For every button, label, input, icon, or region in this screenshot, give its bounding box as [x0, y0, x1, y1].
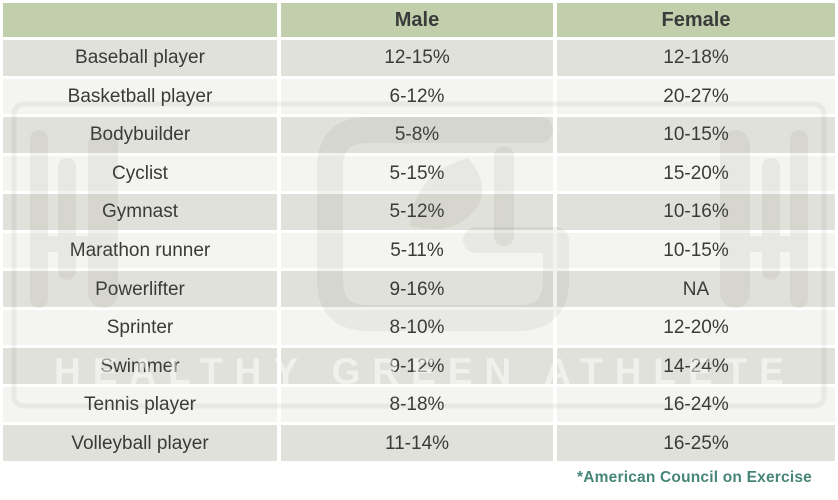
- body-fat-table: Male Female Baseball player 12-15% 12-18…: [3, 3, 835, 462]
- female-value: 10-15%: [557, 232, 835, 269]
- row-label: Cyclist: [3, 155, 277, 192]
- male-value: 5-12%: [281, 194, 553, 230]
- row-label: Tennis player: [3, 386, 277, 423]
- male-value: 11-14%: [281, 425, 553, 462]
- header-cell-female: Female: [557, 3, 835, 37]
- male-value: 9-12%: [281, 348, 553, 384]
- row-label: Gymnast: [3, 194, 277, 230]
- male-value: 5-15%: [281, 155, 553, 192]
- table-row: Bodybuilder 5-8% 10-15%: [3, 117, 835, 153]
- female-value: 12-20%: [557, 309, 835, 346]
- female-value: 16-25%: [557, 425, 835, 462]
- female-value: 10-15%: [557, 117, 835, 153]
- table-header-row: Male Female: [3, 3, 835, 37]
- female-value: 14-24%: [557, 348, 835, 384]
- row-label: Powerlifter: [3, 271, 277, 307]
- male-value: 12-15%: [281, 40, 553, 76]
- header-cell-male: Male: [281, 3, 553, 37]
- female-value: 10-16%: [557, 194, 835, 230]
- row-label: Swimmer: [3, 348, 277, 384]
- male-value: 8-10%: [281, 309, 553, 346]
- female-value: 12-18%: [557, 40, 835, 76]
- row-label: Basketball player: [3, 78, 277, 115]
- table-row: Tennis player 8-18% 16-24%: [3, 386, 835, 423]
- table-row: Cyclist 5-15% 15-20%: [3, 155, 835, 192]
- female-value: 20-27%: [557, 78, 835, 115]
- female-value: NA: [557, 271, 835, 307]
- table-row: Basketball player 6-12% 20-27%: [3, 78, 835, 115]
- table-row: Volleyball player 11-14% 16-25%: [3, 425, 835, 462]
- male-value: 9-16%: [281, 271, 553, 307]
- row-label: Volleyball player: [3, 425, 277, 462]
- male-value: 5-11%: [281, 232, 553, 269]
- table-row: Baseball player 12-15% 12-18%: [3, 40, 835, 76]
- row-label: Sprinter: [3, 309, 277, 346]
- row-label: Marathon runner: [3, 232, 277, 269]
- row-label: Baseball player: [3, 40, 277, 76]
- source-attribution: *American Council on Exercise: [577, 469, 812, 486]
- table-row: Swimmer 9-12% 14-24%: [3, 348, 835, 384]
- female-value: 16-24%: [557, 386, 835, 423]
- male-value: 5-8%: [281, 117, 553, 153]
- table-row: Sprinter 8-10% 12-20%: [3, 309, 835, 346]
- table-row: Marathon runner 5-11% 10-15%: [3, 232, 835, 269]
- male-value: 6-12%: [281, 78, 553, 115]
- table-row: Powerlifter 9-16% NA: [3, 271, 835, 307]
- table-row: Gymnast 5-12% 10-16%: [3, 194, 835, 230]
- header-cell-sport: [3, 3, 277, 37]
- female-value: 15-20%: [557, 155, 835, 192]
- male-value: 8-18%: [281, 386, 553, 423]
- row-label: Bodybuilder: [3, 117, 277, 153]
